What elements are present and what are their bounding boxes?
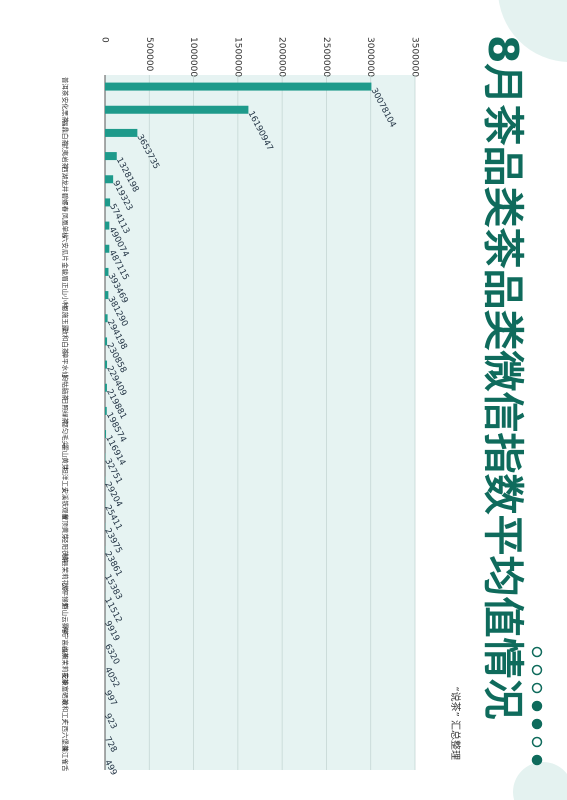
y-tick-label: 1000000 bbox=[188, 37, 198, 77]
x-tick-label: 蒲江雀舌 bbox=[61, 745, 70, 772]
bar bbox=[105, 244, 110, 253]
bar bbox=[105, 267, 109, 276]
bar bbox=[104, 198, 111, 207]
x-tick-label: 漳平水仙 bbox=[61, 352, 70, 378]
x-tick-label: 碧螺春 bbox=[61, 193, 70, 213]
dot bbox=[531, 646, 543, 658]
x-tick-label: 凤凰单枞 bbox=[61, 213, 70, 240]
x-tick-label: 安化黑茶 bbox=[61, 97, 70, 124]
bar bbox=[104, 337, 108, 346]
x-tick-label: 横县茉莉花茶 bbox=[61, 554, 70, 594]
dot bbox=[531, 754, 543, 766]
x-tick-label: 泾阳茯茶 bbox=[61, 537, 70, 564]
bar bbox=[105, 82, 372, 91]
x-tick-label: 六安瓜片 bbox=[61, 236, 70, 262]
x-tick-label: 太平猴魁 bbox=[61, 583, 70, 610]
dot bbox=[531, 682, 543, 694]
x-tick-label: 坦洋工夫 bbox=[61, 467, 70, 494]
x-tick-label: 福州茉莉花茶 bbox=[61, 646, 70, 686]
x-tick-label: 狗牯脑茶 bbox=[61, 375, 70, 402]
x-tick-label: 恩施玉露 bbox=[61, 305, 70, 332]
y-tick-label: 3000000 bbox=[365, 37, 375, 77]
x-tick-label: 福鼎白茶 bbox=[61, 120, 70, 147]
x-tick-label: 霍山黄芽 bbox=[61, 444, 70, 471]
bar bbox=[105, 175, 114, 184]
x-tick-label: 寿宁高山茶 bbox=[61, 626, 70, 659]
dot bbox=[531, 736, 543, 748]
x-tick-label: 安溪铁观音 bbox=[61, 487, 70, 520]
x-tick-label: 正山小种 bbox=[61, 282, 70, 309]
plot-background bbox=[105, 75, 415, 770]
dots bbox=[531, 646, 543, 766]
bar bbox=[104, 406, 107, 415]
x-tick-label: 西湖龙井 bbox=[61, 166, 70, 193]
bar bbox=[105, 221, 110, 230]
x-tick-label: 广西六堡茶 bbox=[61, 719, 70, 752]
chart-subtitle: “说茶” 汇总整理 bbox=[449, 686, 462, 760]
bar bbox=[104, 430, 107, 439]
x-tick-label: 政和工夫 bbox=[61, 699, 70, 726]
decor-circle bbox=[498, 0, 567, 62]
y-tick-label: 500000 bbox=[144, 37, 154, 72]
x-tick-label: 日照绿茶 bbox=[61, 398, 70, 425]
dot bbox=[531, 718, 543, 730]
x-tick-label: 政和白茶 bbox=[61, 328, 70, 355]
x-tick-label: 普洱茶 bbox=[61, 77, 70, 97]
bar bbox=[104, 291, 109, 300]
y-tick-label: 2500000 bbox=[321, 37, 331, 77]
bar bbox=[104, 105, 249, 114]
dot bbox=[531, 700, 543, 712]
bar bbox=[105, 128, 138, 137]
x-tick-label: 庐山云雾茶 bbox=[61, 603, 70, 636]
y-tick-label: 2000000 bbox=[277, 37, 287, 77]
x-tick-label: 武夷岩茶 bbox=[61, 143, 70, 170]
y-tick-label: 3500000 bbox=[410, 37, 420, 77]
bar bbox=[104, 152, 117, 161]
dot bbox=[531, 664, 543, 676]
x-tick-label: 都匀毛尖 bbox=[61, 421, 70, 448]
y-tick-label: 0 bbox=[100, 37, 110, 43]
chart-title: 8月茶品类茶品类微信指数平均值情况 bbox=[479, 35, 527, 720]
bar bbox=[104, 383, 107, 392]
x-tick-label: 安康富硒茶 bbox=[61, 673, 70, 706]
x-tick-label: 金骏眉 bbox=[61, 262, 70, 282]
decor-circle bbox=[513, 762, 567, 800]
x-tick-label: 蒙顶黄芽 bbox=[61, 514, 70, 541]
bar bbox=[104, 314, 108, 323]
bar bbox=[105, 360, 108, 369]
y-tick-label: 1500000 bbox=[232, 37, 242, 77]
